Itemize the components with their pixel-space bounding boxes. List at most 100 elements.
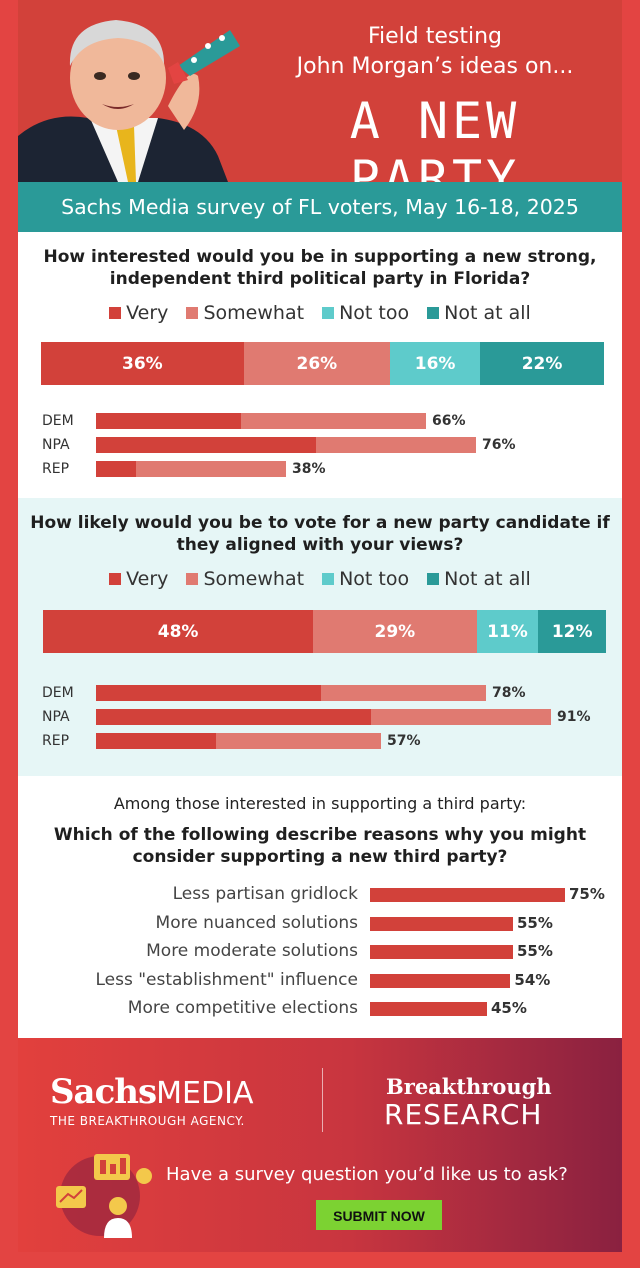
legend-label: Very [126,568,169,590]
reason-value-label: 75% [569,885,605,903]
reason-row: More nuanced solutions 55% [18,911,622,935]
party-total-label: 66% [432,413,466,429]
legend-swatch [186,307,199,319]
header-line-1: Field testing [367,24,503,49]
party-label: DEM [42,685,74,701]
reason-row: More moderate solutions 55% [18,939,622,963]
breakthrough-logo: Breakthrough [386,1074,552,1099]
party-bar-very [96,461,136,477]
legend-label: Not too [339,302,410,324]
stacked-segment-not-too: 16% [390,342,481,385]
reason-label: Less "establishment" influence [95,969,358,990]
party-bar-very [96,709,371,725]
interest-question: How interested would you be in supportin… [43,247,597,289]
legend-label: Somewhat [203,302,305,324]
stacked-segment-very: 36% [41,342,244,385]
logo-media: MEDIA [156,1076,254,1111]
reason-bar [370,973,511,988]
legend-item-not-too: Not too [322,302,409,324]
reason-label: More nuanced solutions [155,912,358,933]
legend-item-not-at-all: Not at all [427,568,531,590]
survey-banner: Sachs Media survey of FL voters, May 16-… [18,182,622,232]
reason-row: More competitive elections 45% [18,996,622,1020]
legend-swatch [109,307,122,319]
party-label: DEM [42,413,74,429]
party-row-dem: DEM 66% [18,412,622,430]
party-bar-somewhat [371,709,551,725]
party-bar-somewhat [136,461,286,477]
party-bar-somewhat [241,413,426,429]
reason-row: Less partisan gridlock 75% [18,882,622,906]
legend-item-very: Very [109,302,168,324]
reason-bar [370,888,565,902]
footer: SachsMEDIA THE BREAKTHROUGH AGENCY. Brea… [18,1038,622,1252]
party-total-label: 38% [292,461,326,477]
reasons-intro: Among those interested in supporting a t… [113,794,527,813]
legend-item-very: Very [109,568,168,590]
stacked-bar-interest: 36% 26% 16% 22% [41,342,604,385]
legend-item-not-too: Not too [322,568,409,590]
sachs-media-logo: SachsMEDIA [50,1072,253,1112]
submit-now-button[interactable]: SUBMIT NOW [316,1200,442,1230]
reason-value-label: 55% [517,942,553,960]
party-row-dem: DEM 78% [18,684,622,702]
legend-item-somewhat: Somewhat [186,302,304,324]
reason-bar [370,945,513,959]
research-logo: RESEARCH [384,1098,543,1131]
legend-label: Not at all [444,302,531,324]
logo-divider [322,1068,323,1132]
party-total-label: 57% [387,733,421,749]
header-line-2: John Morgan’s ideas on... [296,54,574,79]
legend-label: Not at all [444,568,531,590]
caricature-portrait [18,20,240,182]
legend-swatch [427,573,440,585]
party-bar-very [96,733,216,749]
legend-label: Not too [339,568,410,590]
party-label: REP [42,733,70,749]
party-row-npa: NPA 91% [18,708,622,726]
reason-value-label: 45% [491,999,527,1017]
interest-section: How interested would you be in supportin… [18,232,622,498]
likely-section: How likely would you be to vote for a ne… [18,498,622,776]
reason-label: Less partisan gridlock [172,884,358,904]
survey-question-prompt: Have a survey question you’d like us to … [166,1164,568,1185]
legend-item-somewhat: Somewhat [186,568,304,590]
reason-row: Less "establishment" influence 54% [18,968,622,992]
legend-label: Somewhat [203,568,305,590]
reasons-section: Among those interested in supporting a t… [18,776,622,1038]
survey-illustration-icon [56,1154,152,1238]
party-total-label: 78% [492,685,526,701]
legend: Very Somewhat Not too Not at all [18,568,622,590]
stacked-bar-likely: 48% 29% 11% 12% [43,610,606,653]
reason-label: More competitive elections [127,998,358,1018]
legend-swatch [186,573,199,585]
reason-bar [370,1002,487,1016]
agency-tagline: THE BREAKTHROUGH AGENCY. [50,1114,245,1128]
reasons-question: Which of the following describe reasons … [53,825,587,867]
legend-swatch [322,573,335,585]
legend: Very Somewhat Not too Not at all [18,302,622,324]
stacked-segment-somewhat: 29% [313,610,477,653]
party-total-label: 76% [482,437,516,453]
stacked-segment-somewhat: 26% [243,342,391,385]
reason-value-label: 54% [514,970,551,989]
party-row-npa: NPA 76% [18,436,622,454]
legend-label: Very [126,302,169,324]
party-row-rep: REP 57% [18,732,622,750]
stacked-segment-not-at-all: 12% [538,610,606,653]
stacked-segment-not-too: 11% [476,610,539,653]
party-total-label: 91% [557,709,591,725]
party-label: NPA [42,437,70,453]
legend-swatch [109,573,122,585]
party-bar-very [96,685,321,701]
legend-item-not-at-all: Not at all [427,302,531,324]
infographic-panel: Field testing John Morgan’s ideas on... … [18,0,622,1268]
party-label: REP [42,461,70,477]
party-label: NPA [42,709,70,725]
party-bar-somewhat [216,733,381,749]
stacked-segment-very: 48% [43,610,314,653]
reason-bar [370,916,513,931]
stacked-segment-not-at-all: 22% [480,342,604,385]
party-bar-somewhat [321,685,486,701]
